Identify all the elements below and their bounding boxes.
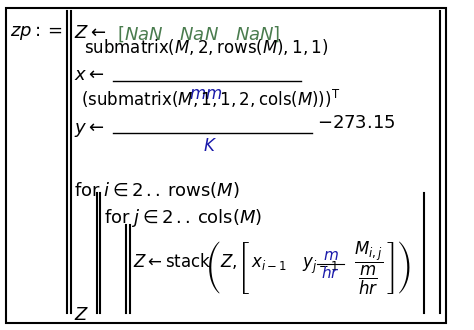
Text: $m$: $m$ bbox=[323, 248, 338, 263]
Text: $\mathrm{for}\; j \in 2\,..\,\mathrm{cols}(M)$: $\mathrm{for}\; j \in 2\,..\,\mathrm{col… bbox=[103, 208, 262, 229]
Text: $mm$: $mm$ bbox=[189, 86, 222, 103]
Text: $x \leftarrow$: $x \leftarrow$ bbox=[74, 66, 105, 84]
Text: $\left(\mathrm{submatrix}(M,1,1,2,\mathrm{cols}(M))\right)^\mathrm{T}$: $\left(\mathrm{submatrix}(M,1,1,2,\mathr… bbox=[81, 88, 340, 110]
Text: $y \leftarrow$: $y \leftarrow$ bbox=[74, 121, 105, 140]
Text: $- 273.15$: $- 273.15$ bbox=[317, 114, 395, 132]
Text: $Z \leftarrow$: $Z \leftarrow$ bbox=[74, 24, 106, 42]
Text: $\mathrm{submatrix}(M,2,\mathrm{rows}(M),1,1)$: $\mathrm{submatrix}(M,2,\mathrm{rows}(M)… bbox=[83, 37, 328, 56]
Text: $\mathrm{for}\; i \in 2\,..\,\mathrm{rows}(M)$: $\mathrm{for}\; i \in 2\,..\,\mathrm{row… bbox=[74, 180, 240, 200]
Text: $K$: $K$ bbox=[203, 138, 217, 155]
Text: $Z \leftarrow \mathrm{stack}\!\left(Z,\!\left[\, x_{i-1} \quad y_{j-1} \quad \df: $Z \leftarrow \mathrm{stack}\!\left(Z,\!… bbox=[133, 240, 411, 297]
Text: $Z$: $Z$ bbox=[74, 306, 89, 324]
Text: $[NaN \quad NaN \quad NaN]$: $[NaN \quad NaN \quad NaN]$ bbox=[117, 24, 281, 44]
Text: $zp :=$: $zp :=$ bbox=[10, 24, 63, 42]
Text: $hr$: $hr$ bbox=[321, 265, 340, 281]
